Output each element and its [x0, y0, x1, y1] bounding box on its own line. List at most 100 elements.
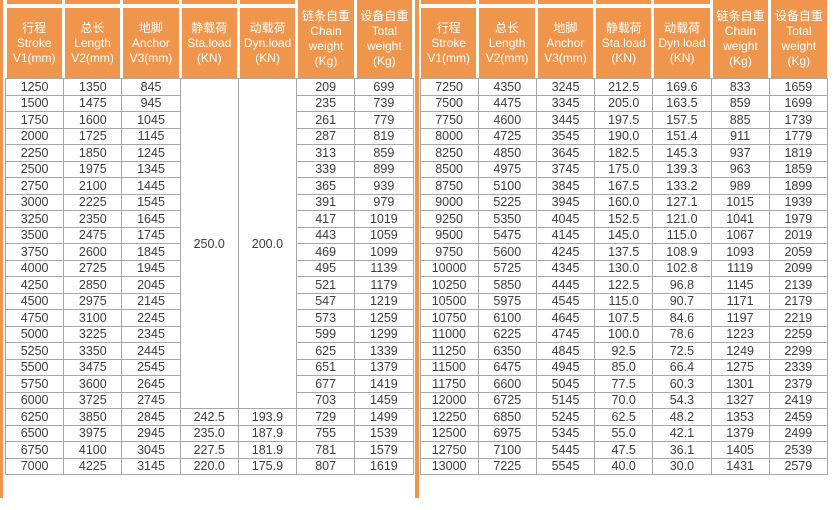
cell-total-weight: 699	[354, 78, 414, 96]
cell-sta-load: 137.5	[594, 243, 654, 261]
table-row: 7000 4225 3145 220.0 175.9 807 1619	[4, 457, 414, 475]
cell-dyn-load: 151.4	[652, 127, 712, 145]
cell-chain-weight: 261	[296, 111, 356, 129]
cell-chain-weight: 885	[710, 111, 770, 129]
cell-length: 2225	[63, 193, 123, 211]
cell-anchor: 5545	[535, 457, 596, 475]
column-header-chain-weight: 链条自重 Chain weight (Kg)	[711, 0, 769, 78]
header-label-line: 静载荷	[605, 20, 642, 35]
cell-anchor: 4845	[535, 342, 596, 360]
cell-stroke: 8000	[419, 127, 479, 145]
cell-sta-load: 160.0	[594, 193, 654, 211]
cell-chain-weight: 677	[296, 375, 356, 393]
cell-stroke: 3000	[4, 193, 65, 211]
cell-sta-load: 197.5	[594, 111, 654, 129]
cell-stroke: 5000	[4, 325, 65, 343]
cell-length: 2975	[63, 292, 123, 310]
cell-length: 1975	[63, 160, 123, 178]
spec-table: 1250 1350 845 250.0 200.0 209 699 1500 1475 945 23…	[4, 78, 414, 475]
cell-anchor: 1945	[121, 259, 181, 277]
cell-anchor: 1745	[121, 226, 181, 244]
cell-length: 4975	[477, 160, 537, 178]
header-label: 行程 Stroke V1(mm)	[421, 8, 477, 78]
cell-length: 2600	[63, 243, 123, 261]
header-top-strip	[6, 0, 62, 4]
cell-sta-load-merged: 250.0	[179, 78, 239, 409]
cell-stroke: 6000	[4, 391, 65, 409]
cell-total-weight: 1379	[354, 358, 414, 376]
cell-chain-weight: 1379	[710, 424, 770, 442]
cell-stroke: 9000	[419, 193, 479, 211]
column-header-dyn-load: 动载荷 Dyn.load (KN)	[238, 0, 296, 78]
cell-stroke: 12750	[419, 441, 479, 459]
cell-length: 6975	[477, 424, 537, 442]
header-label-line: V1(mm)	[427, 50, 471, 65]
cell-dyn-load: 121.0	[652, 210, 712, 228]
cell-chain-weight: 859	[710, 94, 770, 112]
cell-length: 4475	[477, 94, 537, 112]
column-header-stroke: 行程 Stroke V1(mm)	[5, 0, 63, 78]
cell-dyn-load: 54.3	[652, 391, 712, 409]
header-top-strip	[479, 0, 535, 4]
cell-anchor: 4445	[535, 276, 596, 294]
cell-sta-load: 235.0	[179, 424, 239, 442]
header-label-line: (KN)	[196, 50, 222, 65]
spec-table-left: 行程 Stroke V1(mm) 总长 Length V2(mm) 地脚 Anchor V3(m…	[4, 0, 414, 475]
cell-stroke: 4750	[4, 309, 65, 327]
header-label-line: V3(mm)	[544, 50, 587, 65]
header-label-line: Anchor	[546, 35, 585, 50]
table-row: 6500 3975 2945 235.0 187.9 755 1539	[4, 424, 414, 442]
table-row: 8250 4850 3645 182.5 145.3 937 1819	[419, 144, 829, 162]
table-header-row: 行程 Stroke V1(mm) 总长 Length V2(mm) 地脚 Anchor V3(m…	[5, 0, 414, 78]
cell-anchor: 2345	[121, 325, 181, 343]
cell-sta-load: 205.0	[594, 94, 654, 112]
cell-length: 5350	[477, 210, 537, 228]
cell-anchor: 3045	[121, 441, 181, 459]
table-row: 12750 7100 5445 47.5 36.1 1405 2539	[419, 441, 829, 459]
header-label: 链条自重 Chain weight (Kg)	[298, 0, 354, 78]
cell-stroke: 7500	[419, 94, 479, 112]
header-label-line: (Kg)	[729, 54, 752, 68]
cell-length: 5975	[477, 292, 537, 310]
header-label: 总长 Length V2(mm)	[479, 8, 535, 78]
header-label-line: V1(mm)	[12, 50, 56, 65]
cell-chain-weight: 1145	[710, 276, 770, 294]
header-label: 总长 Length V2(mm)	[64, 8, 121, 78]
cell-sta-load: 220.0	[179, 457, 239, 475]
table-row: 8750 5100 3845 167.5 133.2 989 1899	[419, 177, 829, 195]
table-row: 6000 3725 2745 703 1459	[4, 391, 414, 409]
header-label-line: 链条自重	[301, 9, 350, 23]
cell-length: 3475	[63, 358, 123, 376]
cell-total-weight: 1699	[768, 94, 829, 112]
cell-total-weight: 2379	[768, 375, 829, 393]
header-label-line: Sta.load	[601, 35, 646, 50]
column-header-sta-load: 静载荷 Sta.load (KN)	[180, 0, 238, 78]
column-header-anchor: 地脚 Anchor V3(mm)	[536, 0, 594, 78]
cell-sta-load: 190.0	[594, 127, 654, 145]
cell-stroke: 11750	[419, 375, 479, 393]
cell-total-weight: 2099	[768, 259, 829, 277]
header-label-line: (Kg)	[373, 54, 396, 68]
cell-total-weight: 979	[354, 193, 414, 211]
column-header-length: 总长 Length V2(mm)	[63, 0, 121, 78]
cell-sta-load: 182.5	[594, 144, 654, 162]
cell-chain-weight: 1249	[710, 342, 770, 360]
cell-total-weight: 1179	[354, 276, 414, 294]
table-row: 3250 2350 1645 417 1019	[4, 210, 414, 228]
header-top-strip	[123, 0, 179, 4]
cell-total-weight: 1219	[354, 292, 414, 310]
cell-total-weight: 2579	[768, 457, 829, 475]
cell-length: 5475	[477, 226, 537, 244]
cell-sta-load: 92.5	[594, 342, 654, 360]
cell-length: 1850	[63, 144, 123, 162]
cell-length: 3850	[63, 408, 123, 426]
cell-anchor: 2045	[121, 276, 181, 294]
cell-dyn-load: 48.2	[652, 408, 712, 426]
header-label: 静载荷 Sta.load (KN)	[596, 8, 652, 78]
cell-total-weight: 1099	[354, 243, 414, 261]
cell-length: 4725	[477, 127, 537, 145]
header-top-strip	[64, 0, 121, 4]
cell-length: 4850	[477, 144, 537, 162]
cell-dyn-load: 108.9	[652, 243, 712, 261]
header-top-strip	[239, 0, 296, 4]
